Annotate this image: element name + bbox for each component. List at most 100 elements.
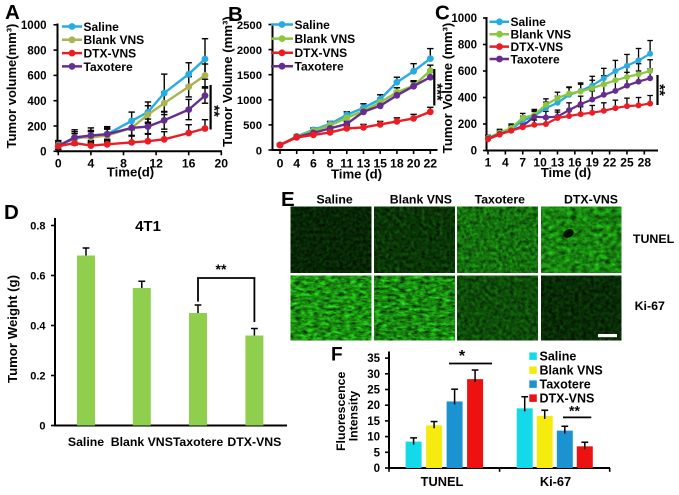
svg-text:25: 25 <box>367 385 380 397</box>
svg-text:4: 4 <box>88 157 95 171</box>
svg-text:Fluorescence: Fluorescence <box>334 372 348 451</box>
svg-text:8: 8 <box>327 157 334 171</box>
svg-text:12: 12 <box>149 157 163 171</box>
svg-text:18: 18 <box>390 157 404 171</box>
svg-text:16: 16 <box>568 156 582 170</box>
svg-text:Tumor Volume (mm³): Tumor Volume (mm³) <box>440 23 455 154</box>
svg-text:DTX-VNS: DTX-VNS <box>227 435 281 449</box>
svg-text:19: 19 <box>586 156 600 170</box>
svg-text:0: 0 <box>374 463 380 475</box>
svg-text:Taxotere: Taxotere <box>475 193 526 207</box>
svg-text:8: 8 <box>120 157 127 171</box>
svg-text:0.6: 0.6 <box>30 271 45 283</box>
svg-text:1000: 1000 <box>451 13 477 25</box>
svg-text:Time(d): Time(d) <box>107 165 154 180</box>
svg-text:20: 20 <box>407 157 421 171</box>
svg-text:400: 400 <box>458 93 477 105</box>
svg-text:13: 13 <box>551 156 565 170</box>
svg-text:**: ** <box>651 84 668 96</box>
svg-text:6: 6 <box>310 157 317 171</box>
svg-text:0: 0 <box>40 147 46 159</box>
svg-text:A: A <box>5 1 20 24</box>
svg-text:28: 28 <box>638 156 652 170</box>
svg-text:22: 22 <box>423 157 437 171</box>
svg-text:TUNEL: TUNEL <box>633 232 675 246</box>
svg-text:Saline: Saline <box>295 18 331 32</box>
svg-text:Saline: Saline <box>511 15 547 29</box>
svg-text:0: 0 <box>471 146 477 158</box>
svg-text:20: 20 <box>215 157 229 171</box>
svg-text:600: 600 <box>27 71 46 83</box>
svg-text:0: 0 <box>277 157 284 171</box>
svg-text:15: 15 <box>373 157 387 171</box>
svg-text:Saline: Saline <box>68 435 104 449</box>
svg-text:Blank VNS: Blank VNS <box>540 364 603 378</box>
svg-text:Taxotere: Taxotere <box>295 60 344 74</box>
svg-text:400: 400 <box>27 96 46 108</box>
svg-text:Ki-67: Ki-67 <box>540 474 571 489</box>
svg-text:5: 5 <box>374 447 381 459</box>
svg-text:500: 500 <box>243 120 262 132</box>
svg-text:Taxotere: Taxotere <box>540 378 591 392</box>
svg-text:200: 200 <box>458 119 477 131</box>
svg-text:0: 0 <box>39 421 45 433</box>
svg-text:30: 30 <box>367 369 380 381</box>
svg-text:1000: 1000 <box>21 20 47 32</box>
svg-text:**: ** <box>205 105 222 117</box>
svg-text:1000: 1000 <box>237 95 262 107</box>
svg-text:Tumor Weight (g): Tumor Weight (g) <box>5 275 20 383</box>
svg-text:Taxotere: Taxotere <box>84 60 133 74</box>
svg-text:0: 0 <box>256 145 262 157</box>
svg-text:Intensity: Intensity <box>346 391 360 442</box>
svg-text:*: * <box>459 348 466 365</box>
svg-text:Blank VNS: Blank VNS <box>511 28 572 42</box>
svg-text:20: 20 <box>367 400 380 412</box>
svg-text:Saline: Saline <box>540 350 577 364</box>
svg-text:F: F <box>331 345 343 366</box>
svg-text:15: 15 <box>367 416 380 428</box>
svg-text:Time (d): Time (d) <box>331 167 382 182</box>
svg-text:Blank VNS: Blank VNS <box>111 435 173 449</box>
svg-text:1500: 1500 <box>237 70 262 82</box>
svg-text:0.8: 0.8 <box>30 221 45 233</box>
svg-text:16: 16 <box>182 157 196 171</box>
svg-text:800: 800 <box>458 40 477 52</box>
svg-text:**: ** <box>569 403 580 419</box>
svg-text:E: E <box>281 188 295 211</box>
svg-text:7: 7 <box>519 156 526 170</box>
svg-text:Taxotere: Taxotere <box>173 435 224 449</box>
svg-text:Blank VNS: Blank VNS <box>84 33 145 47</box>
svg-text:4: 4 <box>293 157 300 171</box>
svg-text:2500: 2500 <box>237 20 262 32</box>
svg-text:C: C <box>435 2 450 25</box>
svg-text:DTX-VNS: DTX-VNS <box>564 193 618 207</box>
svg-text:Blank VNS: Blank VNS <box>390 193 452 207</box>
svg-text:Blank VNS: Blank VNS <box>295 32 356 46</box>
svg-text:10: 10 <box>367 432 380 444</box>
svg-text:22: 22 <box>603 156 617 170</box>
svg-text:***: *** <box>428 83 445 101</box>
svg-text:10: 10 <box>533 156 547 170</box>
svg-text:B: B <box>228 3 243 26</box>
svg-text:Tumor volume(mm³): Tumor volume(mm³) <box>4 24 19 149</box>
svg-text:4: 4 <box>502 156 509 170</box>
svg-text:4T1: 4T1 <box>135 218 161 235</box>
svg-text:DTX-VNS: DTX-VNS <box>511 40 564 54</box>
svg-text:1: 1 <box>485 156 492 170</box>
svg-text:DTX-VNS: DTX-VNS <box>540 392 595 406</box>
svg-text:Saline: Saline <box>316 193 352 207</box>
svg-text:0: 0 <box>55 157 62 171</box>
svg-text:11: 11 <box>340 157 353 171</box>
svg-text:25: 25 <box>620 156 634 170</box>
svg-text:Saline: Saline <box>84 20 120 34</box>
svg-text:D: D <box>4 201 19 224</box>
svg-text:Taxotere: Taxotere <box>511 52 560 66</box>
svg-text:DTX-VNS: DTX-VNS <box>84 47 137 61</box>
svg-text:DTX-VNS: DTX-VNS <box>295 46 348 60</box>
svg-text:800: 800 <box>27 45 46 57</box>
svg-text:0.4: 0.4 <box>30 321 46 333</box>
svg-text:Time (d): Time (d) <box>541 165 591 180</box>
svg-text:600: 600 <box>458 66 477 78</box>
svg-text:0.2: 0.2 <box>30 371 45 383</box>
svg-text:200: 200 <box>27 121 46 133</box>
